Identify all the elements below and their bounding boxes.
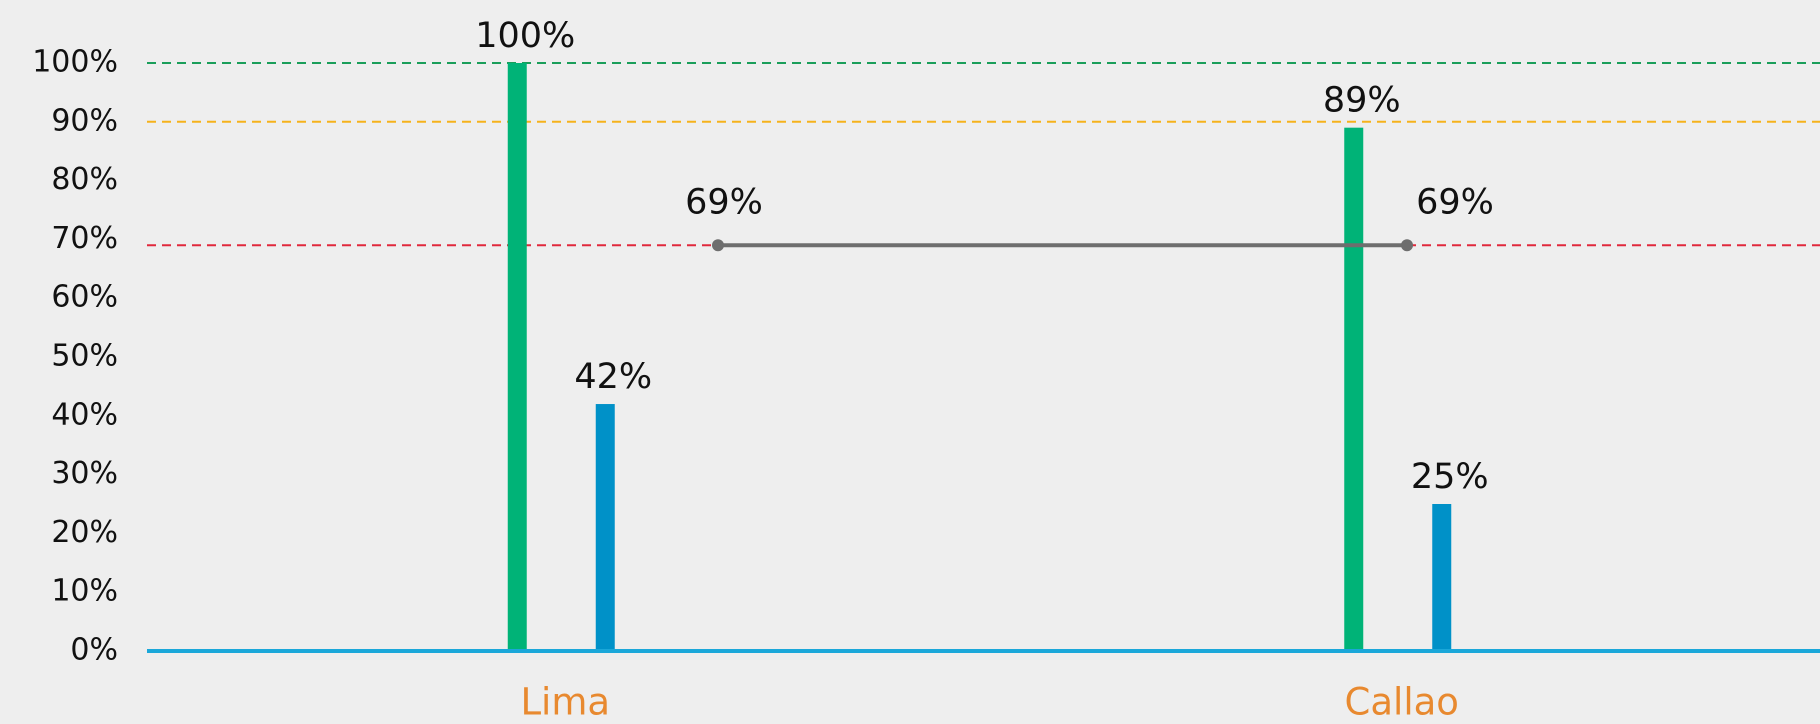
y-tick-label: 80% <box>51 162 118 197</box>
y-tick-label: 50% <box>51 339 118 374</box>
x-tick-label: Callao <box>1345 681 1459 724</box>
bar <box>595 404 615 651</box>
data-label: 69% <box>1416 182 1494 222</box>
line-point <box>712 239 724 252</box>
y-tick-label: 30% <box>51 456 118 491</box>
data-label: 100% <box>475 16 575 56</box>
y-tick-label: 0% <box>70 633 118 668</box>
bar <box>507 63 527 651</box>
y-tick-label: 10% <box>51 574 118 609</box>
bar <box>1432 504 1452 651</box>
line-point <box>1401 239 1413 252</box>
data-label: 25% <box>1411 457 1489 497</box>
y-tick-label: 60% <box>51 280 118 315</box>
data-label: 89% <box>1323 81 1401 121</box>
bar <box>1344 127 1364 652</box>
y-tick-label: 70% <box>51 221 118 256</box>
y-tick-label: 100% <box>32 45 118 80</box>
data-label: 69% <box>685 182 763 222</box>
y-tick-label: 90% <box>51 103 118 138</box>
y-tick-label: 40% <box>51 397 118 432</box>
data-label: 42% <box>574 357 652 397</box>
x-tick-label: Lima <box>520 681 610 724</box>
y-tick-label: 20% <box>51 515 118 550</box>
